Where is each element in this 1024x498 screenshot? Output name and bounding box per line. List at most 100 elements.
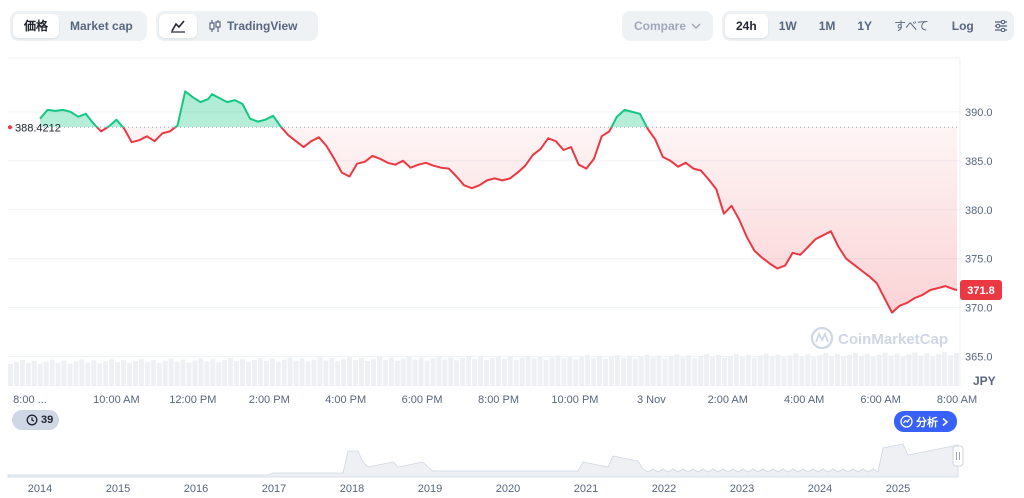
volume-bar bbox=[858, 355, 864, 386]
chart-type-toggle: TradingView bbox=[156, 11, 318, 41]
volume-bar bbox=[775, 354, 781, 386]
volume-bar bbox=[846, 354, 852, 386]
volume-bar bbox=[79, 359, 85, 386]
volume-bar bbox=[347, 357, 353, 386]
volume-bar bbox=[841, 357, 846, 386]
volume-bar bbox=[829, 356, 835, 386]
volume-bar bbox=[210, 359, 216, 386]
y-tick-label: 370.0 bbox=[965, 303, 993, 315]
volume-bar bbox=[144, 361, 150, 386]
volume-bar bbox=[19, 359, 25, 386]
volume-bar bbox=[579, 357, 585, 386]
last-price-tag: 371.8 bbox=[960, 280, 1002, 301]
volume-bar bbox=[418, 357, 424, 386]
events-badge[interactable]: 39 bbox=[12, 410, 60, 430]
x-tick-label: 10:00 AM bbox=[93, 394, 139, 406]
candlestick-icon bbox=[209, 20, 221, 32]
volume-bar bbox=[954, 353, 960, 386]
volume-bar bbox=[263, 360, 269, 386]
volume-bar bbox=[359, 358, 365, 386]
volume-bar bbox=[507, 356, 513, 386]
volume-bar bbox=[317, 357, 323, 386]
volume-bar bbox=[567, 356, 573, 386]
compare-dropdown[interactable]: Compare bbox=[622, 11, 713, 41]
volume-bar bbox=[109, 359, 115, 386]
chevron-right-icon bbox=[942, 417, 949, 426]
volume-bar bbox=[656, 355, 662, 386]
x-axis: 8:00 ... 10:00 AM 12:00 PM 2:00 PM 4:00 PM 6:… bbox=[13, 394, 977, 406]
volume-bar bbox=[727, 355, 733, 386]
volume-bar bbox=[805, 354, 811, 386]
volume-bar bbox=[757, 355, 763, 386]
volume-bar bbox=[763, 353, 769, 386]
volume-bar bbox=[442, 359, 448, 386]
volume-bar bbox=[198, 358, 204, 386]
volume-bar bbox=[739, 356, 745, 386]
navigator-handle[interactable] bbox=[952, 445, 964, 467]
watermark-text: CoinMarketCap bbox=[838, 331, 948, 348]
analysis-button[interactable]: 分析 bbox=[894, 411, 957, 432]
chevron-down-icon bbox=[691, 23, 701, 30]
volume-bar bbox=[733, 353, 739, 386]
volume-bar bbox=[162, 360, 168, 386]
volume-bar bbox=[561, 358, 567, 386]
volume-bar bbox=[287, 357, 293, 386]
range-1w[interactable]: 1W bbox=[778, 19, 797, 33]
events-count: 39 bbox=[41, 414, 54, 426]
volume-bar bbox=[519, 357, 525, 386]
volume-bar bbox=[275, 361, 281, 386]
volume-bar bbox=[722, 358, 727, 386]
volume-bar bbox=[698, 356, 704, 386]
volume-bar bbox=[91, 360, 97, 386]
volume-bar bbox=[620, 357, 626, 386]
volume-bar bbox=[781, 357, 787, 386]
compare-label: Compare bbox=[634, 19, 687, 33]
volume-bar bbox=[817, 355, 823, 386]
volume-bar bbox=[251, 359, 257, 386]
volume-bar bbox=[870, 356, 876, 386]
range-24h[interactable]: 24h bbox=[725, 14, 768, 38]
last-price-label: 371.8 bbox=[967, 285, 995, 297]
volume-bar bbox=[704, 354, 710, 386]
range-all[interactable]: すべて bbox=[894, 19, 929, 33]
volume-bar bbox=[626, 355, 632, 386]
tab-market-cap[interactable]: Market cap bbox=[70, 19, 133, 33]
volume-bar bbox=[692, 358, 698, 386]
volume-bar bbox=[97, 363, 103, 386]
volume-bar bbox=[150, 359, 156, 386]
tradingview-button[interactable]: TradingView bbox=[197, 14, 308, 38]
volume-bar bbox=[597, 356, 603, 386]
volume-bar bbox=[376, 356, 382, 386]
volume-bar bbox=[115, 362, 121, 386]
volume-bar bbox=[394, 360, 400, 386]
volume-bar bbox=[591, 358, 597, 386]
sliders-icon bbox=[994, 20, 1007, 32]
volume-bar bbox=[513, 359, 519, 386]
range-1y[interactable]: 1Y bbox=[857, 19, 873, 33]
volume-bar bbox=[281, 359, 287, 386]
x-tick-label: 8:00 PM bbox=[478, 394, 519, 406]
line-chart-button[interactable] bbox=[159, 14, 197, 38]
volume-bar bbox=[43, 361, 49, 386]
volume-bar bbox=[924, 353, 930, 386]
volume-bar bbox=[472, 359, 478, 386]
volume-bar bbox=[448, 357, 454, 386]
volume-bar bbox=[769, 356, 775, 386]
tab-price[interactable]: 価格 bbox=[13, 14, 60, 38]
volume-bar bbox=[240, 359, 246, 386]
history-navigator[interactable] bbox=[7, 437, 964, 478]
compare-button[interactable]: Compare bbox=[623, 14, 712, 38]
volume-bar bbox=[228, 358, 234, 386]
volume-bar bbox=[876, 354, 882, 386]
volume-bar bbox=[894, 353, 900, 386]
range-1m[interactable]: 1M bbox=[818, 19, 836, 33]
volume-bar bbox=[918, 355, 924, 386]
settings-button[interactable] bbox=[986, 14, 1016, 38]
y-tick-label: 380.0 bbox=[965, 205, 993, 217]
volume-bar bbox=[603, 359, 608, 386]
log-scale-button[interactable]: Log bbox=[951, 19, 974, 33]
volume-bar bbox=[49, 359, 55, 386]
volume-bar bbox=[489, 357, 495, 386]
volume-bar bbox=[478, 357, 484, 386]
